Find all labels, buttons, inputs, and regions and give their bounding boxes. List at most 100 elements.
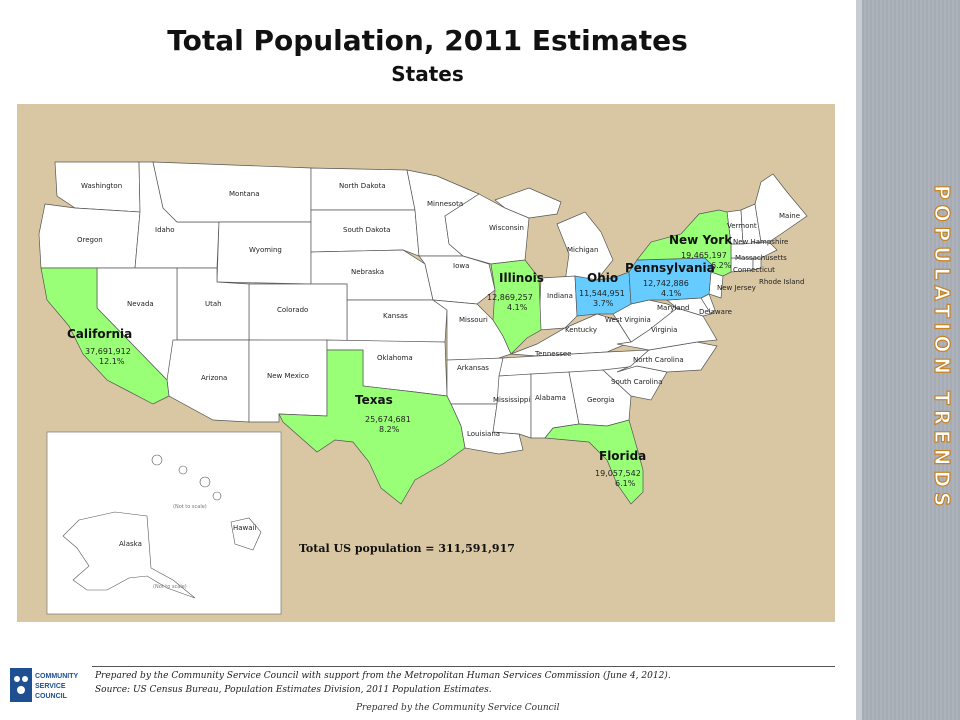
- value-pennsylvania-percent: 4.1%: [661, 289, 682, 298]
- page-title: Total Population, 2011 Estimates: [167, 24, 688, 57]
- footer-source: Source: US Census Bureau, Population Est…: [95, 685, 492, 695]
- value-florida-percent: 6.1%: [615, 479, 636, 488]
- label-virginia: Virginia: [651, 326, 677, 334]
- label-new-mexico: New Mexico: [267, 372, 309, 380]
- state-new-york[interactable]: [636, 209, 732, 277]
- label-new-hampshire: New Hampshire: [733, 238, 788, 246]
- logo-text-2: SERVICE: [35, 683, 66, 690]
- label-nebraska: Nebraska: [351, 268, 384, 276]
- label-texas: Texas: [355, 393, 393, 407]
- value-new-york-percent: 6.2%: [711, 261, 732, 270]
- value-illinois-population: 12,869,257: [487, 293, 533, 302]
- label-maine: Maine: [779, 212, 800, 220]
- label-wyoming: Wyoming: [249, 246, 282, 254]
- label-alabama: Alabama: [535, 394, 566, 402]
- label-connecticut: Connecticut: [733, 266, 775, 274]
- value-illinois-percent: 4.1%: [507, 303, 528, 312]
- alaska-not-to-scale: (Not to scale): [153, 584, 187, 590]
- label-georgia: Georgia: [587, 396, 614, 404]
- us-map: Washington Oregon Idaho Montana Wyoming …: [17, 104, 835, 622]
- label-massachusetts: Massachusetts: [735, 254, 787, 262]
- value-new-york-population: 19,465,197: [681, 251, 727, 260]
- state-michigan[interactable]: [556, 211, 614, 283]
- value-texas-percent: 8.2%: [379, 425, 400, 434]
- state-hawaii[interactable]: [230, 517, 262, 551]
- state-north-carolina[interactable]: [616, 341, 718, 373]
- label-indiana: Indiana: [547, 292, 573, 300]
- state-indiana[interactable]: [538, 275, 578, 331]
- state-california[interactable]: [40, 267, 170, 405]
- label-montana: Montana: [229, 190, 260, 198]
- value-pennsylvania-population: 12,742,886: [643, 279, 689, 288]
- label-south-dakota: South Dakota: [343, 226, 390, 234]
- label-new-york: New York: [669, 233, 733, 247]
- logo-text-3: COUNCIL: [35, 693, 68, 700]
- hawaii-island-3: [199, 476, 211, 488]
- total-population: Total US population = 311,591,917: [299, 542, 515, 555]
- label-north-dakota: North Dakota: [339, 182, 386, 190]
- label-maryland: Maryland: [657, 304, 689, 312]
- label-wisconsin: Wisconsin: [489, 224, 524, 232]
- value-texas-population: 25,674,681: [365, 415, 411, 424]
- state-illinois[interactable]: [490, 259, 542, 355]
- state-texas[interactable]: [278, 349, 466, 505]
- value-california-population: 37,691,912: [85, 347, 131, 356]
- label-new-jersey: New Jersey: [717, 284, 756, 292]
- hawaii-island-1: [151, 454, 163, 466]
- label-iowa: Iowa: [453, 262, 469, 270]
- label-oregon: Oregon: [77, 236, 103, 244]
- label-north-carolina: North Carolina: [633, 356, 684, 364]
- state-mississippi[interactable]: [492, 373, 532, 439]
- state-kansas[interactable]: [346, 299, 448, 343]
- label-michigan: Michigan: [567, 246, 598, 254]
- sidebar-panel: [856, 0, 960, 720]
- state-south-dakota[interactable]: [310, 209, 420, 257]
- label-california: California: [67, 327, 132, 341]
- state-new-mexico[interactable]: [248, 339, 328, 423]
- map-canvas: Washington Oregon Idaho Montana Wyoming …: [38, 161, 808, 615]
- label-arizona: Arizona: [201, 374, 227, 382]
- page-subtitle: States: [391, 62, 464, 86]
- label-tennessee: Tennessee: [534, 350, 571, 358]
- label-louisiana: Louisiana: [467, 430, 500, 438]
- label-mississippi: Mississippi: [493, 396, 530, 404]
- label-illinois: Illinois: [499, 271, 544, 285]
- label-hawaii: Hawaii: [233, 524, 257, 532]
- hawaii-island-2: [178, 465, 188, 475]
- hawaii-not-to-scale: (Not to scale): [173, 504, 207, 510]
- label-pennsylvania: Pennsylvania: [625, 261, 715, 275]
- state-michigan-upper[interactable]: [494, 187, 562, 219]
- label-arkansas: Arkansas: [457, 364, 489, 372]
- section-title: POPULATION TRENDS: [929, 184, 954, 512]
- label-nevada: Nevada: [127, 300, 154, 308]
- label-missouri: Missouri: [459, 316, 488, 324]
- sidebar-texture: [862, 0, 960, 720]
- label-florida: Florida: [599, 449, 646, 463]
- label-south-carolina: South Carolina: [611, 378, 662, 386]
- label-colorado: Colorado: [277, 306, 308, 314]
- label-kentucky: Kentucky: [565, 326, 597, 334]
- state-maine[interactable]: [754, 173, 808, 243]
- label-delaware: Delaware: [699, 308, 732, 316]
- label-vermont: Vermont: [727, 222, 757, 230]
- community-service-council-logo: COMMUNITY SERVICE COUNCIL: [10, 668, 78, 702]
- label-washington: Washington: [81, 182, 122, 190]
- label-alaska: Alaska: [119, 540, 142, 548]
- label-minnesota: Minnesota: [427, 200, 463, 208]
- value-california-percent: 12.1%: [99, 357, 125, 366]
- value-ohio-percent: 3.7%: [593, 299, 614, 308]
- label-utah: Utah: [205, 300, 222, 308]
- footer-prepared-by: Prepared by the Community Service Counci…: [356, 703, 560, 713]
- hawaii-island-4: [212, 491, 222, 501]
- label-west-virginia: West Virginia: [605, 316, 651, 324]
- label-idaho: Idaho: [155, 226, 175, 234]
- state-florida[interactable]: [544, 419, 644, 505]
- label-kansas: Kansas: [383, 312, 408, 320]
- value-ohio-population: 11,544,951: [579, 289, 625, 298]
- footer-divider: [92, 666, 835, 667]
- footer-credit: Prepared by the Community Service Counci…: [95, 671, 671, 681]
- label-oklahoma: Oklahoma: [377, 354, 413, 362]
- label-rhode-island: Rhode Island: [759, 278, 804, 286]
- logo-text-1: COMMUNITY: [35, 673, 78, 680]
- state-alaska[interactable]: [62, 511, 196, 599]
